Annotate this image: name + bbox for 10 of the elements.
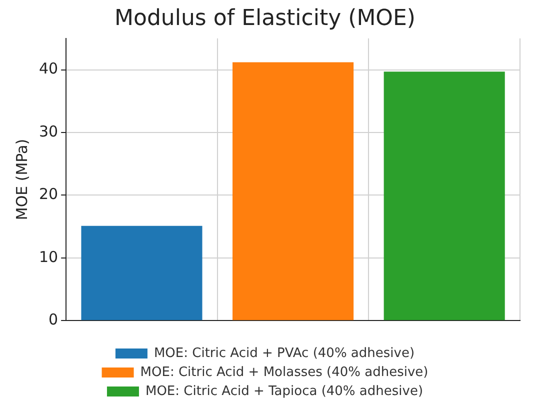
y-tick-label: 10 xyxy=(38,248,58,266)
chart-title: Modulus of Elasticity (MOE) xyxy=(114,6,416,31)
y-axis-title: MOE (MPa) xyxy=(12,138,31,220)
y-tick-label: 20 xyxy=(38,185,58,204)
legend-label: MOE: Citric Acid + Molasses (40% adhesive) xyxy=(140,364,428,380)
y-tick-label: 30 xyxy=(38,122,58,140)
legend-label: MOE: Citric Acid + PVAc (40% adhesive) xyxy=(154,346,415,361)
legend-label: MOE: Citric Acid + Tapioca (40% adhesive) xyxy=(145,384,424,399)
y-tick-label: 0 xyxy=(48,310,58,328)
y-tick-label: 40 xyxy=(38,60,58,78)
